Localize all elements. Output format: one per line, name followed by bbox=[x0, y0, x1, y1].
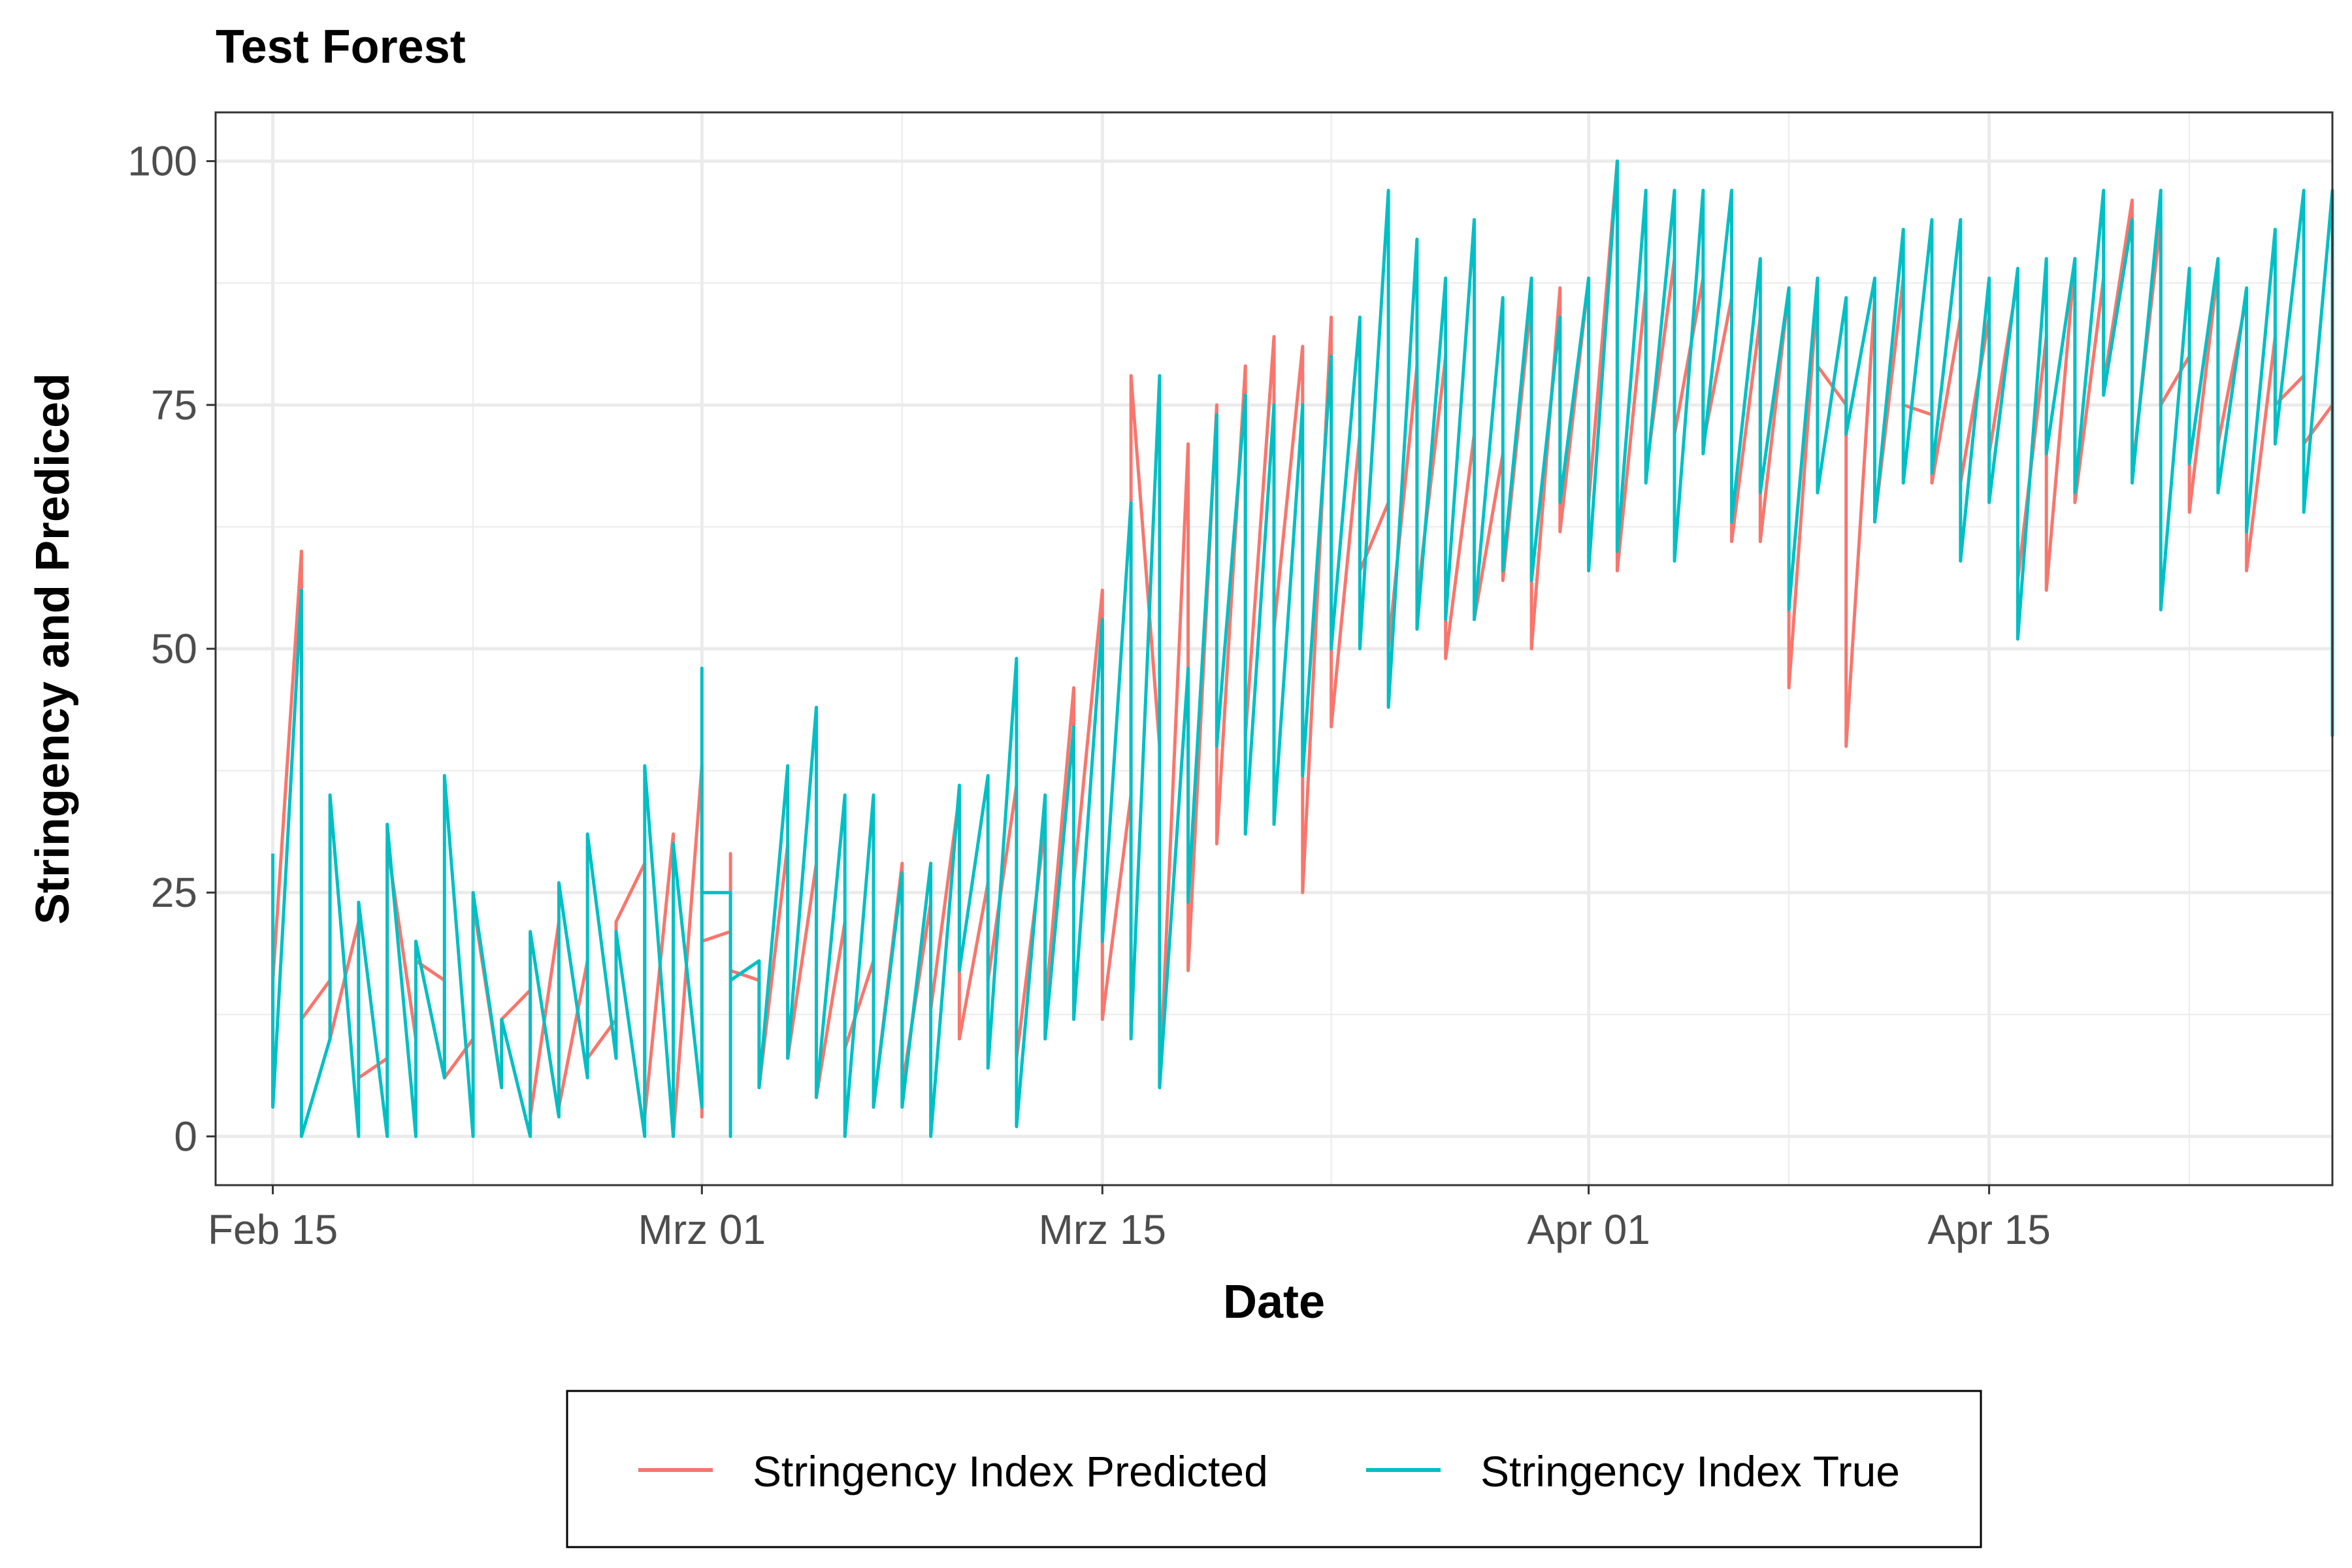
x-axis: Feb 15 Mrz 01 Mrz 15 Apr 01 Apr 15 bbox=[208, 1185, 2051, 1253]
legend-box bbox=[566, 1390, 1982, 1548]
legend-label-predicted: Stringency Index Predicted bbox=[753, 1447, 1268, 1495]
y-tick-label: 25 bbox=[151, 869, 197, 916]
y-tick-label: 0 bbox=[174, 1113, 197, 1160]
y-tick-label: 50 bbox=[151, 625, 197, 672]
y-tick-label: 75 bbox=[151, 382, 197, 429]
chart-title: Test Forest bbox=[216, 21, 466, 73]
x-tick-label: Apr 15 bbox=[1927, 1206, 2051, 1253]
x-tick-label: Feb 15 bbox=[208, 1206, 338, 1253]
y-axis: 0 25 50 75 100 bbox=[127, 138, 216, 1160]
series-layer bbox=[271, 159, 2334, 1138]
x-tick-label: Mrz 15 bbox=[1039, 1206, 1167, 1253]
y-axis-title: Stringency and Prediced bbox=[27, 373, 79, 924]
x-axis-title: Date bbox=[1223, 1276, 1325, 1328]
x-tick-label: Mrz 01 bbox=[638, 1206, 766, 1253]
legend-label-true: Stringency Index True bbox=[1480, 1447, 1900, 1495]
series-line-stringency-index-true bbox=[271, 159, 2334, 1138]
x-tick-label: Apr 01 bbox=[1527, 1206, 1650, 1253]
legend: Stringency Index Predicted Stringency In… bbox=[566, 1390, 1982, 1548]
y-tick-label: 100 bbox=[127, 138, 197, 185]
